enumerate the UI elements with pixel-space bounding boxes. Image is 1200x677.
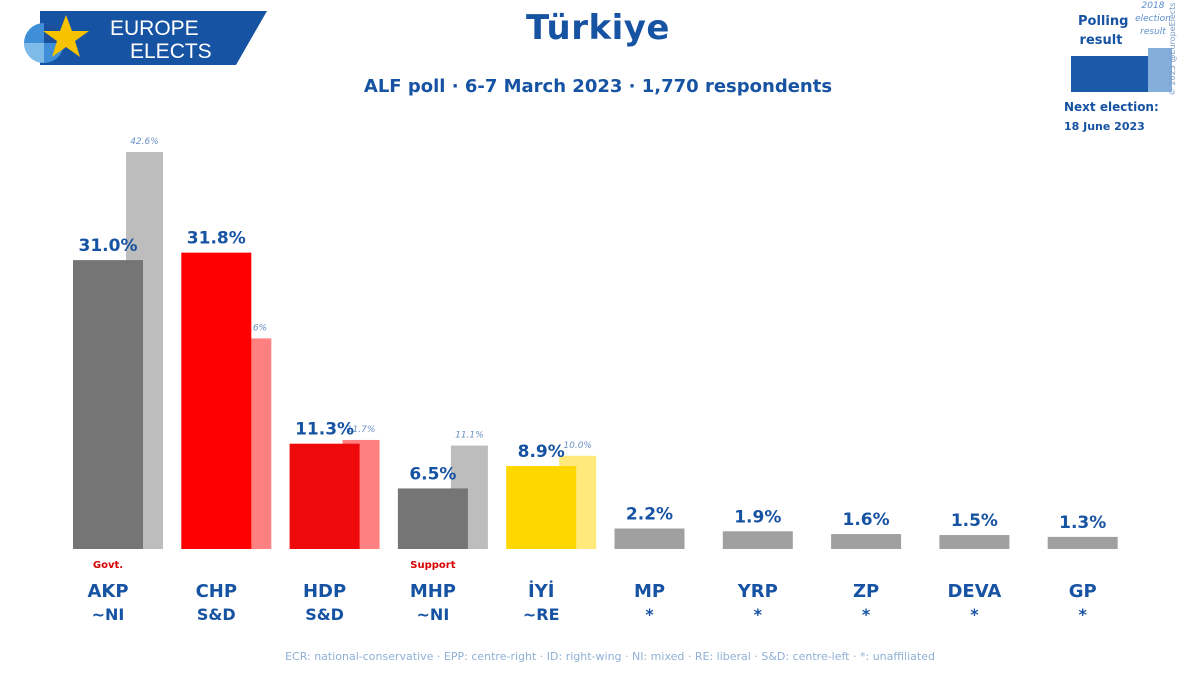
- party-label-i̇yi̇: İYİ: [528, 580, 554, 602]
- poll-value-label-mp: 2.2%: [626, 504, 673, 524]
- party-label-mhp: MHP: [410, 581, 456, 602]
- party-label-hdp: HDP: [303, 581, 346, 602]
- legend-election-swatch: [1148, 48, 1172, 92]
- poll-value-label-yrp: 1.9%: [734, 507, 781, 527]
- europe-elects-logo: EUROPE ELECTS: [24, 11, 267, 65]
- poll-bar-mhp: [397, 488, 468, 549]
- poll-value-label-gp: 1.3%: [1059, 513, 1106, 533]
- party-label-mp: MP: [634, 581, 665, 602]
- poll-value-label-mhp: 6.5%: [409, 464, 456, 484]
- poll-bar-gp: [1047, 536, 1118, 549]
- party-label-yrp: YRP: [737, 581, 778, 602]
- chart-title: Türkiye: [526, 8, 670, 48]
- role-label-akp: Govt.: [93, 560, 123, 571]
- poll-value-label-chp: 31.8%: [187, 229, 246, 249]
- legend-election-label: 2018 election result: [1135, 1, 1171, 37]
- group-label-i̇yi̇: ~RE: [523, 605, 560, 624]
- logo-text-europe: EUROPE: [110, 17, 199, 40]
- poll-bar-hdp: [289, 443, 360, 549]
- group-label-yrp: *: [754, 605, 763, 624]
- group-label-deva: *: [970, 605, 979, 624]
- election-value-label-hdp: 11.7%: [347, 425, 376, 435]
- group-label-hdp: S&D: [305, 605, 344, 624]
- group-label-mhp: ~NI: [417, 605, 450, 624]
- footer-legend: ECR: national-conservative · EPP: centre…: [285, 650, 935, 663]
- group-label-chp: S&D: [197, 605, 236, 624]
- legend-polling-swatch: [1071, 56, 1149, 92]
- party-label-gp: GP: [1069, 581, 1097, 602]
- legend-polling-label: Polling result: [1078, 14, 1129, 48]
- poll-bar-i̇yi̇: [506, 466, 577, 549]
- poll-bar-zp: [831, 534, 902, 549]
- group-label-gp: *: [1079, 605, 1088, 624]
- party-label-zp: ZP: [853, 581, 879, 602]
- group-label-zp: *: [862, 605, 871, 624]
- role-label-mhp: Support: [410, 560, 455, 571]
- group-label-akp: ~NI: [92, 605, 125, 624]
- star-icon: [43, 15, 89, 57]
- party-label-chp: CHP: [196, 581, 237, 602]
- party-label-deva: DEVA: [947, 581, 1001, 602]
- poll-value-label-akp: 31.0%: [79, 236, 138, 256]
- poll-bar-akp: [73, 260, 143, 549]
- chart-subtitle: ALF poll · 6-7 March 2023 · 1,770 respon…: [363, 76, 833, 97]
- poll-bar-deva: [939, 535, 1010, 549]
- poll-bar-mp: [614, 528, 685, 549]
- poll-value-label-deva: 1.5%: [951, 511, 998, 531]
- next-election-date: 18 June 2023: [1064, 120, 1145, 133]
- poll-bar-yrp: [722, 531, 793, 549]
- election-value-label-chp: 22.6%: [239, 323, 268, 333]
- election-value-label-i̇yi̇: 10.0%: [563, 441, 592, 451]
- poll-bar-chp: [181, 252, 252, 549]
- party-label-akp: AKP: [87, 581, 128, 602]
- poll-value-label-zp: 1.6%: [843, 510, 890, 530]
- poll-value-label-i̇yi̇: 8.9%: [518, 442, 565, 462]
- poll-value-label-hdp: 11.3%: [295, 420, 354, 440]
- election-value-label-mhp: 11.1%: [455, 431, 484, 441]
- election-value-label-akp: 42.6%: [130, 137, 159, 147]
- logo-text-elects: ELECTS: [130, 40, 212, 63]
- group-label-mp: *: [645, 605, 654, 624]
- next-election-label: Next election:: [1064, 100, 1159, 114]
